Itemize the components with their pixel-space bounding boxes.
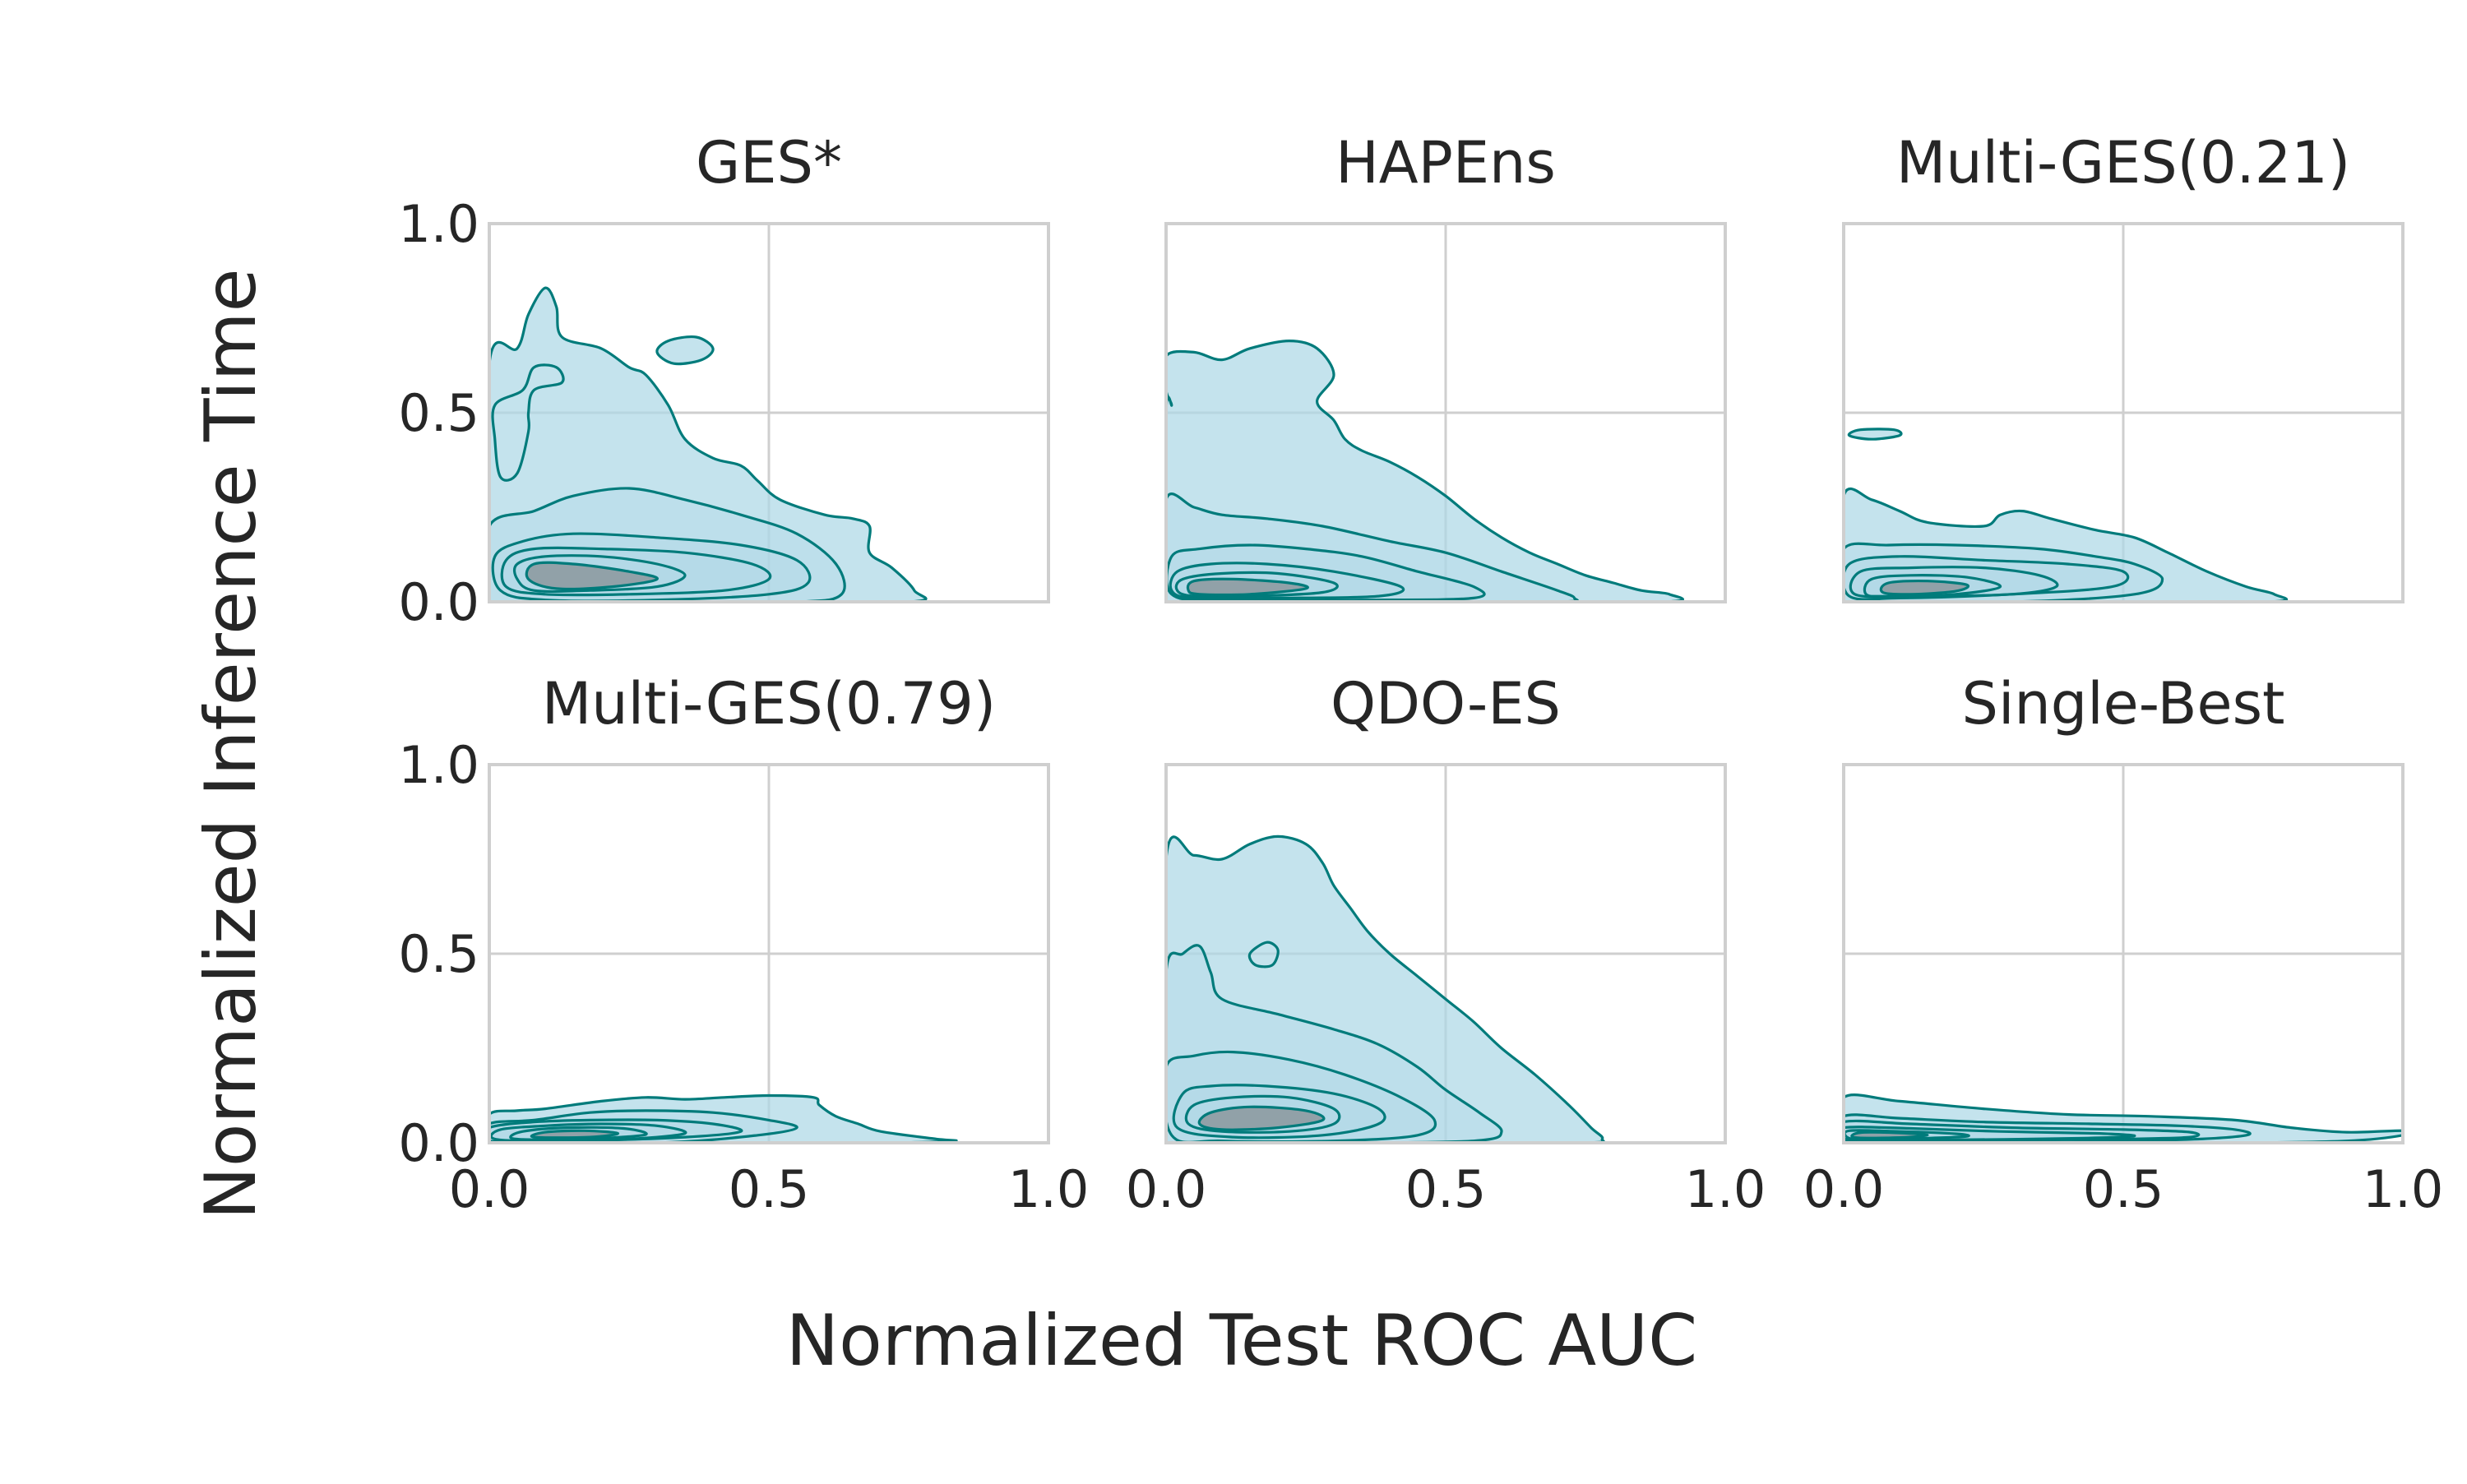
panel-title: Single-Best [1962,670,2285,737]
contour-level-1 [1844,488,2288,602]
x-tick-label: 0.5 [2083,1159,2164,1219]
x-tick-label: 1.0 [1685,1159,1766,1219]
y-tick-label: 0.5 [398,383,479,443]
y-axis-label: Normalized Inference Time [190,269,272,1220]
plot-frame [1164,763,1727,1144]
contour-level-7 [1197,1105,1326,1131]
plot-frame [1164,222,1727,603]
plot-frame [1842,222,2405,603]
contour-level-2 [491,363,565,482]
kde-contours [1844,1093,2403,1143]
panels: GES* 0.0 0.5 1.0 HAPEns Multi-GES(0.21) Multi-… [398,129,2443,1219]
x-axis-label: Normalized Test ROC AUC [786,1300,1697,1382]
kde-contours [489,286,928,602]
x-tick-label: 0.0 [1803,1159,1885,1219]
contour-level-1 [1166,340,1685,602]
contour-level-6 [1186,577,1309,597]
x-tick-label: 1.0 [1008,1159,1090,1219]
panel-2: HAPEns [1164,129,1727,603]
contour-level-6 [1850,1130,1929,1140]
contour-level-2 [1166,492,1579,602]
plot-frame [1842,763,2405,1144]
kde-contours [1166,340,1685,602]
contour-level-1 [1847,428,1903,441]
contour-level-1 [655,335,715,366]
y-tick-label: 0.0 [398,1113,479,1173]
contour-level-7 [525,561,659,591]
panel-5: QDO-ES 0.0 0.5 1.0 [1126,670,1766,1219]
kde-contours [489,1093,958,1143]
panel-3: Multi-GES(0.21) [1842,129,2405,603]
contour-level-1 [489,286,928,602]
plot-frame [488,763,1050,1144]
panel-title: HAPEns [1335,129,1556,196]
x-tick-label: 0.0 [1126,1159,1207,1219]
panel-title: QDO-ES [1331,670,1561,737]
panel-6: Single-Best 0.0 0.5 1.0 [1803,670,2444,1219]
contour-level-2 [1247,941,1280,969]
contour-level-6 [1879,579,1970,596]
x-tick-label: 0.5 [1405,1159,1487,1219]
panel-4: Multi-GES(0.79) 0.0 0.5 1.0 0.0 0.5 1.0 [398,670,1089,1219]
x-tick-label: 1.0 [2363,1159,2444,1219]
x-tick-label: 0.0 [449,1159,530,1219]
panel-title: Multi-GES(0.79) [542,670,996,737]
panel-title: Multi-GES(0.21) [1896,129,2350,196]
kde-contours [1844,428,2288,602]
panel-title: GES* [696,129,842,196]
contour-level-6 [530,1129,620,1140]
y-tick-label: 1.0 [398,735,479,795]
y-tick-label: 0.0 [398,572,479,632]
x-tick-label: 0.5 [729,1159,810,1219]
y-tick-label: 0.5 [398,924,479,984]
y-tick-label: 1.0 [398,194,479,254]
panel-1: GES* 0.0 0.5 1.0 [398,129,1050,632]
plot-frame [488,222,1050,603]
